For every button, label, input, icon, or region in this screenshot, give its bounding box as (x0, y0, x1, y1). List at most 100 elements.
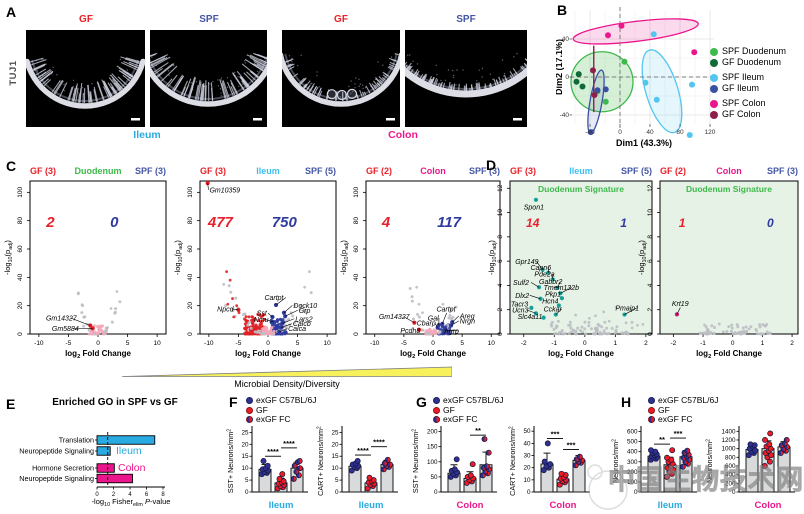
volcano-colon: GF (2) Colon SPF (3) 0 20 40 60 80 100 -10 -5 0 5 10 l… (336, 163, 506, 373)
legend-dot-icon (710, 84, 718, 93)
svg-text:50: 50 (523, 428, 531, 435)
svg-text:Gal: Gal (428, 316, 439, 323)
svg-text:Dim2 (17.1%): Dim2 (17.1%) (556, 39, 564, 95)
bars-svg-g_sst: 0 50 100 150 200 ** SST+ Neurons/mm2 Colon (411, 426, 497, 511)
svg-text:Gm5884: Gm5884 (52, 326, 79, 333)
svg-text:Ileum: Ileum (569, 166, 593, 176)
svg-text:12: 12 (497, 184, 504, 192)
legend-dot-icon (648, 406, 655, 414)
svg-text:log2 Fold Change: log2 Fold Change (548, 349, 614, 360)
svg-text:1: 1 (679, 216, 686, 230)
svg-text:Colon: Colon (755, 500, 782, 511)
svg-text:0: 0 (434, 489, 438, 496)
legend-item: exGF FC (433, 414, 503, 425)
signature-volcano-colon: GF (2) Colon SPF (3) Duodenum Signature 0 2 4 6… (634, 163, 804, 373)
svg-text:120: 120 (705, 129, 716, 136)
svg-text:SST+ Neurons/mm2: SST+ Neurons/mm2 (411, 429, 420, 493)
panel-h-label: H (621, 394, 632, 410)
svg-text:5: 5 (245, 477, 249, 484)
svg-text:2: 2 (112, 492, 116, 498)
svg-text:Duodenum Signature: Duodenum Signature (686, 184, 772, 194)
panel-b-label: B (557, 2, 568, 18)
svg-text:4: 4 (647, 283, 654, 287)
svg-text:log2 Fold Change: log2 Fold Change (696, 349, 762, 360)
svg-text:25: 25 (331, 429, 339, 436)
svg-text:0: 0 (266, 340, 270, 347)
svg-text:8: 8 (647, 235, 654, 239)
svg-text:Colon: Colon (457, 500, 484, 511)
svg-text:****: **** (373, 438, 385, 447)
svg-text:GF (2): GF (2) (660, 166, 686, 176)
svg-text:***: *** (567, 440, 576, 449)
bars-svg-f_cart: 0 5 10 15 20 25 **** **** CART+ Neurons/mm2 Ileum (316, 426, 398, 511)
svg-text:2: 2 (790, 340, 794, 347)
svg-text:25: 25 (241, 429, 249, 436)
legend-panel-f: exGF C57BL/6J GF exGF FC (246, 395, 316, 425)
cart-colon-chart: 0 10 20 30 40 50 *** *** CART+ Neurons/mm2 Colon (508, 424, 600, 514)
svg-text:-5: -5 (236, 340, 242, 347)
scale-bar (386, 118, 395, 121)
legend-dot-icon (710, 73, 718, 82)
legend-dot-icon (710, 58, 718, 67)
svg-text:20: 20 (353, 302, 360, 310)
svg-text:0: 0 (110, 214, 119, 231)
svg-text:20: 20 (523, 465, 531, 472)
micrograph-svg (26, 30, 145, 127)
svg-text:GF (3): GF (3) (200, 166, 226, 176)
svg-text:log2 Fold Change: log2 Fold Change (400, 349, 466, 360)
svg-text:SPF (3): SPF (3) (469, 166, 500, 176)
svg-text:Spon1: Spon1 (524, 205, 544, 212)
svg-text:-40: -40 (560, 112, 570, 119)
svg-text:-log10(padj): -log10(padj) (487, 240, 498, 275)
go-bar-chart: Translation Neuropeptide Signaling Hormone… (8, 410, 223, 511)
legend-dot-icon (433, 397, 440, 405)
watermark-mascot (587, 464, 631, 510)
svg-text:Tacr3: Tacr3 (511, 302, 528, 309)
svg-text:1400: 1400 (721, 428, 736, 435)
pca-legend-item: SPF Duodenum (710, 46, 786, 57)
legend-item: exGF C57BL/6J (246, 395, 316, 406)
svg-text:Slc4a11: Slc4a11 (518, 314, 543, 321)
legend-dot-icon (433, 406, 440, 414)
legend-item: exGF C57BL/6J (433, 395, 503, 406)
panel-e-label: E (6, 396, 16, 412)
svg-text:Gm14327: Gm14327 (46, 316, 78, 323)
svg-text:6: 6 (497, 259, 504, 263)
svg-text:100: 100 (627, 479, 638, 486)
svg-text:150: 150 (427, 444, 438, 451)
svg-text:****: **** (283, 439, 295, 448)
legend-item: exGF C57BL/6J (648, 395, 718, 406)
svg-text:100: 100 (187, 187, 194, 198)
svg-text:0: 0 (565, 74, 569, 81)
bars-svg-g_cart: 0 10 20 30 40 50 *** *** CART+ Neurons/mm2 Colon (508, 426, 590, 511)
svg-text:-5: -5 (401, 340, 407, 347)
svg-text:Ileum: Ileum (256, 166, 280, 176)
svg-text:Ileum: Ileum (116, 445, 142, 457)
svg-text:2: 2 (497, 308, 504, 312)
svg-text:-log10(padj): -log10(padj) (173, 240, 184, 275)
svg-text:Colon: Colon (550, 500, 577, 511)
svg-text:log2 Fold Change: log2 Fold Change (235, 349, 301, 360)
svg-text:600: 600 (627, 429, 638, 436)
pca-legend-item: SPF Colon (710, 98, 786, 109)
svg-text:300: 300 (627, 459, 638, 466)
legend-dot-icon (246, 397, 253, 405)
svg-text:Neurons/mm2: Neurons/mm2 (705, 439, 714, 483)
svg-text:100: 100 (353, 187, 360, 198)
svg-text:Nrgn: Nrgn (460, 318, 475, 325)
svg-text:0: 0 (583, 340, 587, 347)
svg-text:10: 10 (241, 465, 249, 472)
svg-text:200: 200 (725, 480, 736, 487)
svg-text:GF (2): GF (2) (366, 166, 392, 176)
svg-text:600: 600 (725, 463, 736, 470)
svg-text:400: 400 (725, 472, 736, 479)
svg-text:Ileum: Ileum (359, 500, 384, 511)
svg-text:Areg: Areg (459, 313, 475, 320)
panel-a-label: A (6, 4, 17, 20)
legend-dot-icon (433, 416, 440, 424)
svg-text:Gpr149: Gpr149 (515, 259, 538, 266)
svg-text:Sulf2: Sulf2 (513, 280, 529, 287)
svg-text:Dock10: Dock10 (293, 303, 317, 310)
micrograph-svg (405, 30, 527, 127)
